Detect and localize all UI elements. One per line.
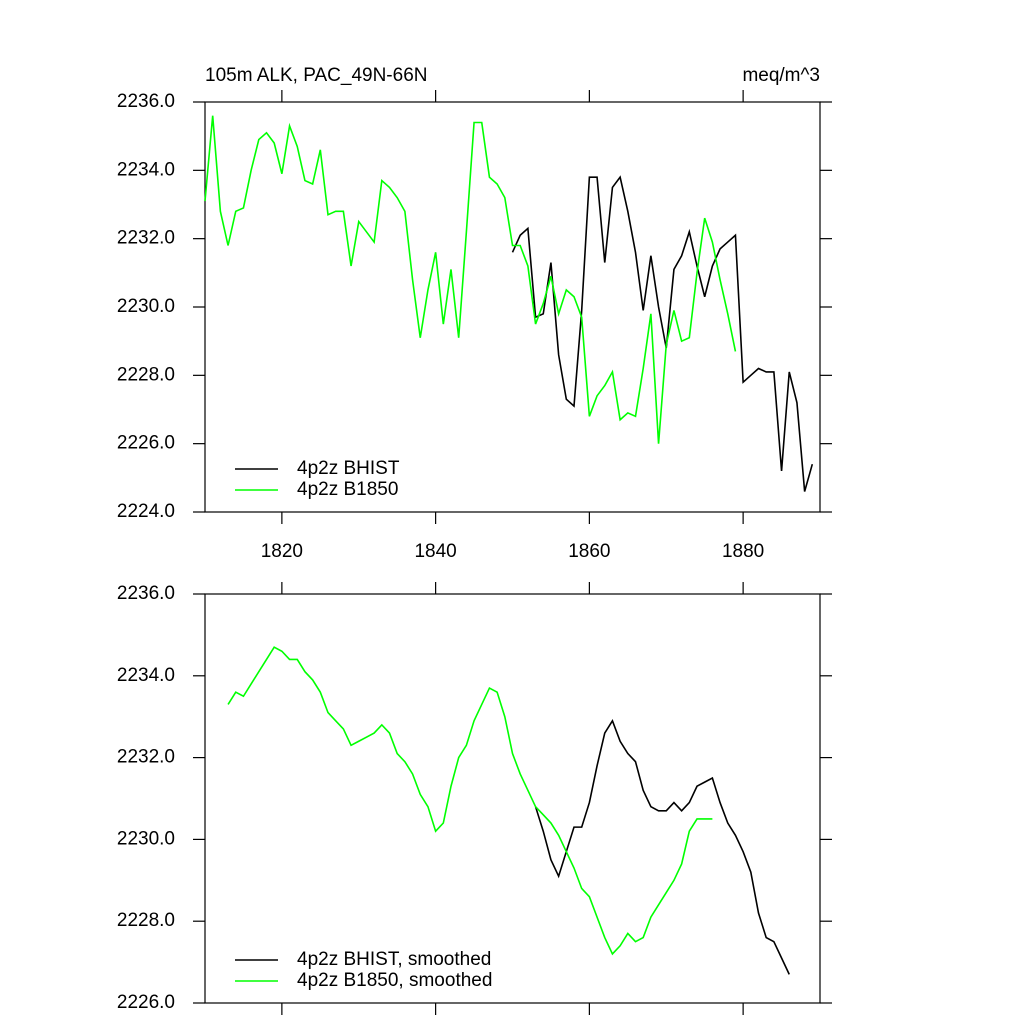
y-tick-label: 2224.0: [117, 501, 175, 522]
x-tick-label: 1840: [414, 541, 456, 562]
y-tick-label: 2236.0: [117, 583, 175, 604]
chart-title: 105m ALK, PAC_49N-66N: [205, 65, 428, 86]
series-line: [227, 646, 713, 956]
legend-label: 4p2z B1850, smoothed: [297, 970, 492, 991]
units-label: meq/m^3: [742, 65, 820, 86]
y-tick-label: 2234.0: [117, 665, 175, 686]
series-line: [511, 175, 814, 492]
plot-frame: [204, 593, 821, 1004]
y-tick-label: 2226.0: [117, 433, 175, 454]
x-tick-label: 1860: [568, 541, 610, 562]
y-tick-label: 2230.0: [117, 296, 175, 317]
y-tick-label: 2228.0: [117, 910, 175, 931]
x-tick-label: 1820: [261, 541, 303, 562]
y-tick-label: 2232.0: [117, 228, 175, 249]
y-tick-label: 2232.0: [117, 747, 175, 768]
y-tick-label: 2234.0: [117, 159, 175, 180]
legend-label: 4p2z BHIST, smoothed: [297, 949, 491, 970]
plot-frame: [204, 101, 821, 513]
series-line: [534, 718, 790, 975]
y-tick-label: 2228.0: [117, 364, 175, 385]
legend-label: 4p2z B1850: [297, 479, 398, 500]
y-tick-label: 2230.0: [117, 828, 175, 849]
legend-label: 4p2z BHIST: [297, 458, 400, 479]
y-tick-label: 2226.0: [117, 992, 175, 1013]
y-tick-label: 2236.0: [117, 91, 175, 112]
series-line: [204, 115, 737, 444]
x-tick-label: 1880: [722, 541, 764, 562]
